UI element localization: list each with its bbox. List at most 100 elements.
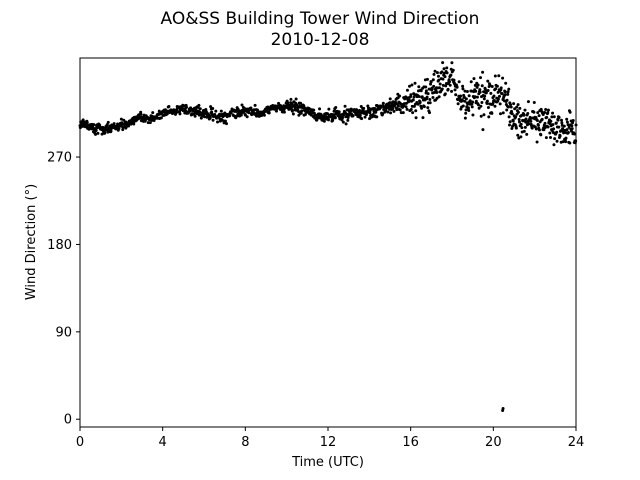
data-point [197,103,201,107]
data-point [341,120,345,124]
data-point [475,85,479,89]
data-point [565,117,569,121]
x-tick-label: 12 [320,435,337,450]
data-point [504,81,508,85]
data-point [484,91,488,95]
data-point [103,131,107,135]
data-point [391,107,395,111]
data-point [410,83,414,87]
data-point [506,90,510,94]
data-point [498,102,502,106]
data-point [519,135,523,139]
data-point [496,97,500,101]
data-point [193,114,197,118]
data-point [520,126,524,130]
data-point [493,104,497,108]
data-point [564,140,568,144]
data-point [293,105,297,109]
data-point [561,140,565,144]
data-point [527,122,531,126]
data-point [426,106,430,110]
data-point [450,61,454,65]
data-point [523,125,527,129]
data-point [451,68,455,72]
data-point [549,119,553,123]
data-point [470,105,474,109]
data-point [411,111,415,115]
data-point [573,132,577,136]
data-point [448,80,451,84]
x-tick-label: 24 [568,435,585,450]
data-point [507,115,511,119]
data-point [529,119,533,123]
data-point [450,89,454,93]
data-point [94,128,98,132]
data-point [408,84,412,88]
data-point [566,123,570,127]
data-point [421,116,425,120]
data-point [174,111,178,115]
data-point [363,115,367,119]
data-point [398,108,402,112]
data-point [568,110,572,114]
data-point [503,90,507,94]
data-point [554,121,558,125]
data-point [262,113,266,117]
data-point [389,111,393,115]
data-point [247,111,251,115]
data-point [426,92,430,96]
data-point [431,96,435,100]
data-point [459,94,463,98]
data-point [331,119,335,123]
data-point [327,107,331,111]
data-point [490,84,494,88]
data-point [289,97,293,101]
data-point [506,92,510,96]
data-point [518,106,522,110]
data-point [552,143,556,147]
data-point [535,140,539,144]
data-point [457,80,461,84]
data-point [523,108,527,112]
data-point [438,82,442,86]
data-point [425,95,429,99]
data-point [463,89,467,93]
data-point [245,115,249,119]
data-point [571,121,575,125]
data-point [435,91,439,95]
data-point [452,78,456,82]
data-point [461,104,465,108]
y-axis-label: Wind Direction (°) [24,184,39,300]
data-point [476,103,480,107]
data-point [489,91,493,95]
data-point [537,114,541,118]
data-point [524,117,528,121]
data-point [482,113,486,117]
data-point [445,71,449,75]
data-point [249,106,253,110]
data-point [540,117,544,121]
data-point [455,85,459,89]
data-point [555,139,559,143]
data-point [560,118,564,122]
x-axis-label: Time (UTC) [291,455,364,470]
data-point [318,107,322,111]
data-point [337,110,341,114]
data-point [559,129,563,133]
data-point [159,116,163,120]
data-point [509,103,513,107]
data-point [362,106,366,110]
data-point [444,84,448,88]
data-point [429,82,433,86]
data-point [294,97,298,101]
data-point [404,105,408,109]
data-point [507,87,511,91]
data-point [492,94,496,98]
data-point [557,125,561,129]
data-point [495,84,499,88]
data-point [453,88,457,92]
data-point [544,136,548,140]
data-point [435,96,439,100]
data-point [209,105,213,109]
